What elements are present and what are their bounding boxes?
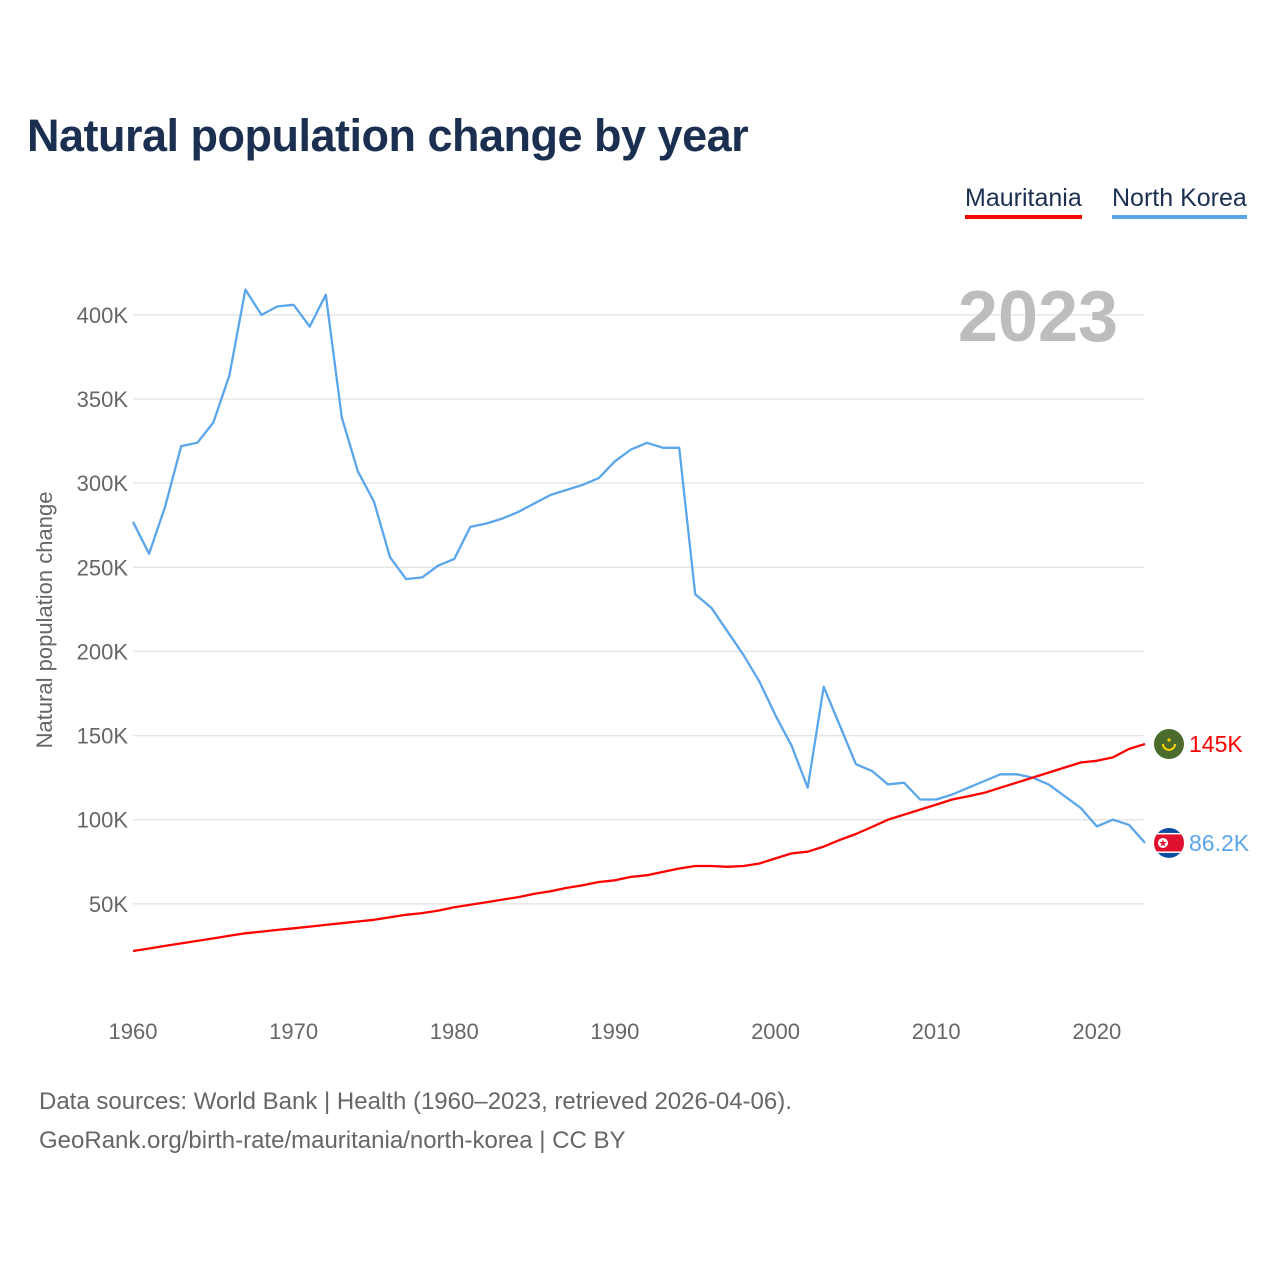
year-watermark: 2023 (958, 277, 1118, 357)
north-korea-flag-icon: ★ (1154, 827, 1184, 858)
mauritania-flag-icon (1154, 728, 1184, 759)
end-value-label: 86.2K (1189, 830, 1250, 856)
y-tick-label: 250K (77, 555, 129, 580)
x-tick-label: 1960 (109, 1019, 158, 1044)
y-tick-label: 350K (77, 387, 129, 412)
x-tick-label: 1980 (430, 1019, 479, 1044)
star-icon (1167, 738, 1171, 742)
x-tick-label: 2000 (751, 1019, 800, 1044)
y-tick-label: 150K (77, 724, 129, 749)
y-tick-label: 400K (77, 303, 129, 328)
y-tick-label: 200K (77, 639, 129, 664)
series-line-north-korea (131, 288, 1146, 844)
legend-item-north-korea[interactable]: North Korea (1112, 184, 1247, 219)
x-tick-label: 2020 (1072, 1019, 1121, 1044)
footer-sources: Data sources: World Bank | Health (1960–… (39, 1088, 792, 1115)
flag-background (1154, 728, 1184, 759)
chart-title: Natural population change by year (27, 110, 749, 161)
end-value-label: 145K (1189, 731, 1243, 757)
flag-body: ★ (1154, 827, 1184, 858)
crescent-icon (1162, 743, 1176, 751)
y-tick-label: 50K (89, 892, 128, 917)
flag-disc (1158, 837, 1168, 848)
y-tick-label: 100K (77, 808, 129, 833)
x-tick-label: 2010 (912, 1019, 961, 1044)
star-icon: ★ (1159, 838, 1168, 849)
y-tick-label: 300K (77, 471, 129, 496)
series-line-mauritania (132, 742, 1146, 953)
legend-item-mauritania[interactable]: Mauritania (965, 184, 1082, 219)
x-tick-label: 1990 (590, 1019, 639, 1044)
x-tick-label: 1970 (269, 1019, 318, 1044)
footer-attribution: GeoRank.org/birth-rate/mauritania/north-… (39, 1127, 626, 1154)
y-axis-label: Natural population change (32, 492, 57, 749)
